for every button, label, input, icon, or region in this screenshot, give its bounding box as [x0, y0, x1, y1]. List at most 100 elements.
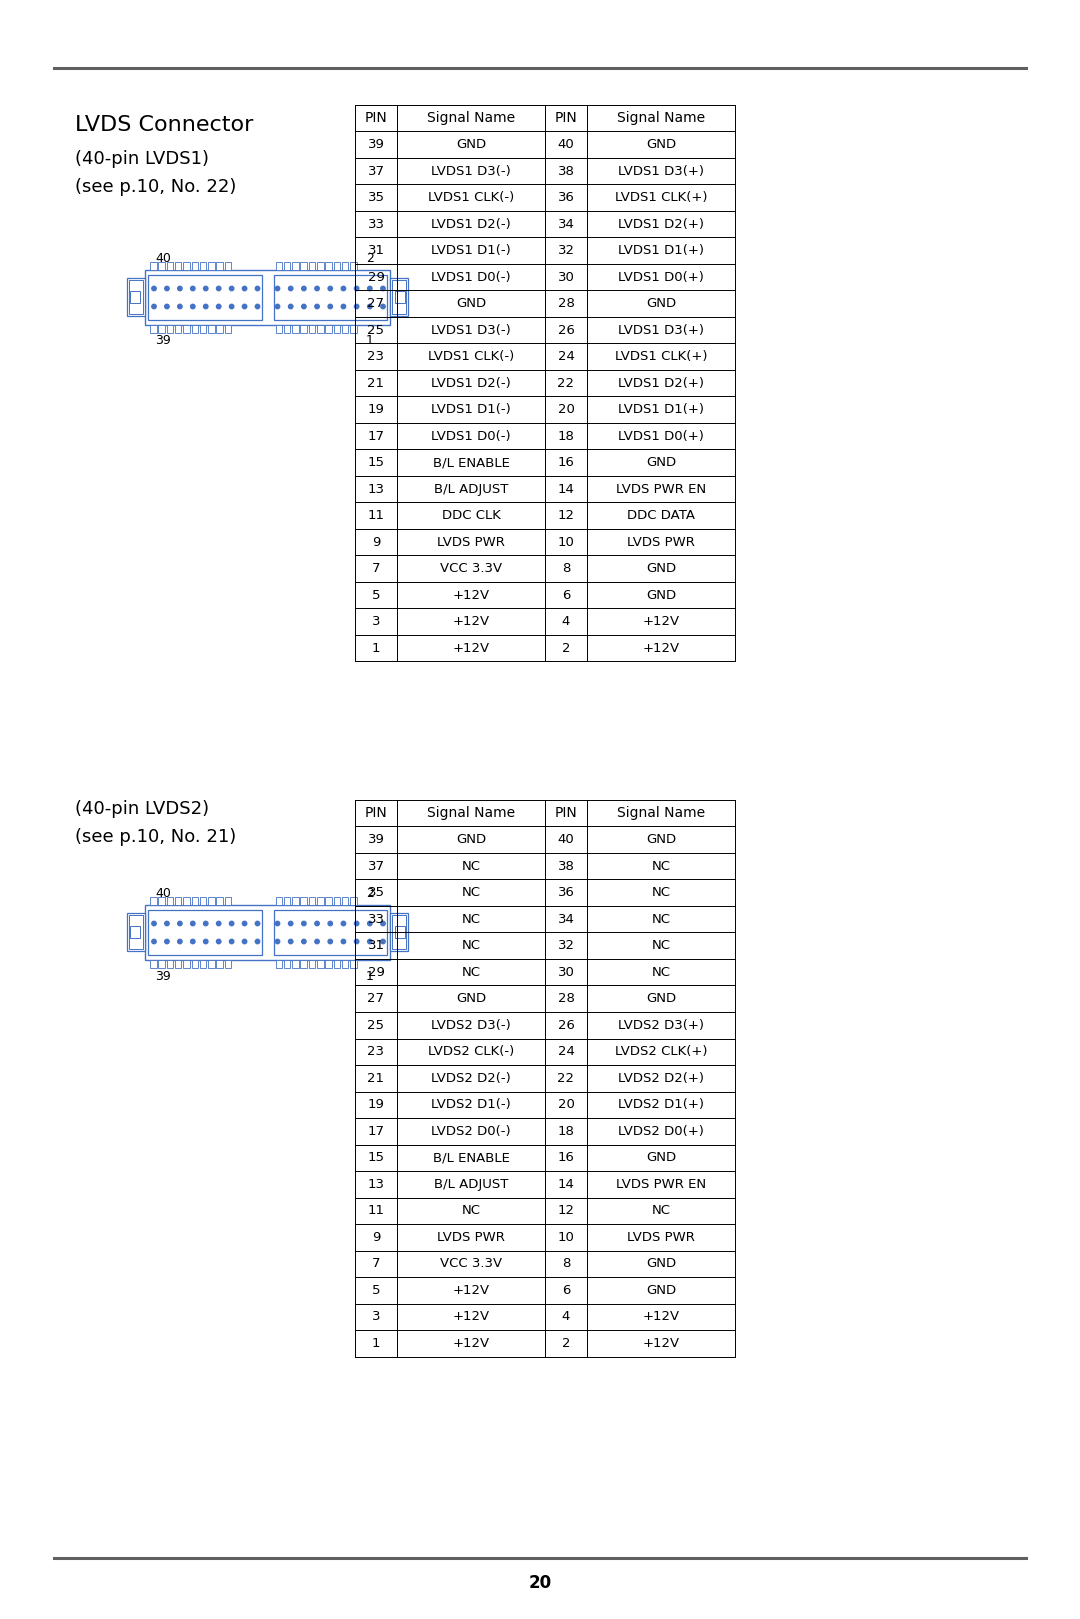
Text: LVDS1 CLK(-): LVDS1 CLK(-): [428, 350, 514, 363]
Text: GND: GND: [646, 992, 676, 1005]
Text: B/L ADJUST: B/L ADJUST: [434, 482, 509, 495]
Text: 30: 30: [557, 270, 575, 283]
Text: 1: 1: [366, 970, 374, 983]
Circle shape: [381, 304, 386, 309]
Text: 32: 32: [557, 939, 575, 952]
Text: NC: NC: [461, 886, 481, 899]
Text: 22: 22: [557, 1072, 575, 1085]
Bar: [355, 105, 735, 662]
Text: 20: 20: [557, 403, 575, 416]
Text: LVDS2 D0(+): LVDS2 D0(+): [618, 1125, 704, 1138]
Text: (40-pin LVDS1): (40-pin LVDS1): [75, 151, 210, 168]
Bar: [200, 262, 206, 270]
Bar: [334, 325, 340, 334]
Circle shape: [165, 287, 170, 291]
Bar: [225, 960, 231, 968]
Circle shape: [367, 287, 372, 291]
Text: 4: 4: [562, 615, 570, 628]
Text: 7: 7: [372, 562, 380, 575]
Circle shape: [242, 921, 246, 926]
Bar: [216, 960, 222, 968]
Circle shape: [315, 939, 320, 944]
Text: 13: 13: [367, 482, 384, 495]
Bar: [325, 262, 332, 270]
Text: LVDS2 CLK(-): LVDS2 CLK(-): [428, 1046, 514, 1059]
Text: 38: 38: [557, 165, 575, 178]
Text: +12V: +12V: [643, 615, 679, 628]
Bar: [342, 325, 349, 334]
Text: +12V: +12V: [453, 1337, 489, 1350]
Bar: [275, 325, 282, 334]
Text: LVDS1 D1(+): LVDS1 D1(+): [618, 244, 704, 257]
Bar: [392, 280, 406, 314]
Bar: [225, 325, 231, 334]
Bar: [208, 897, 215, 905]
Text: LVDS PWR: LVDS PWR: [437, 1230, 505, 1243]
Text: PIN: PIN: [555, 112, 578, 125]
Bar: [275, 960, 282, 968]
Circle shape: [178, 921, 183, 926]
Circle shape: [255, 304, 259, 309]
Circle shape: [216, 287, 221, 291]
Circle shape: [328, 939, 333, 944]
Text: 4: 4: [562, 1310, 570, 1323]
Circle shape: [242, 939, 246, 944]
Circle shape: [367, 939, 372, 944]
Bar: [284, 262, 291, 270]
Text: NC: NC: [461, 939, 481, 952]
Circle shape: [242, 287, 246, 291]
Circle shape: [255, 939, 259, 944]
Circle shape: [178, 304, 183, 309]
Circle shape: [152, 939, 157, 944]
Circle shape: [152, 304, 157, 309]
Bar: [191, 960, 198, 968]
Text: 7: 7: [372, 1258, 380, 1271]
Text: NC: NC: [651, 913, 671, 926]
Circle shape: [190, 304, 195, 309]
Text: 17: 17: [367, 429, 384, 442]
Text: 11: 11: [367, 510, 384, 523]
Bar: [275, 897, 282, 905]
Text: 10: 10: [557, 1230, 575, 1243]
Text: 2: 2: [562, 1337, 570, 1350]
Bar: [159, 325, 165, 334]
Circle shape: [354, 939, 359, 944]
Text: 36: 36: [557, 191, 575, 204]
Bar: [184, 960, 190, 968]
Text: LVDS1 D0(+): LVDS1 D0(+): [618, 429, 704, 442]
Circle shape: [381, 939, 386, 944]
Bar: [184, 897, 190, 905]
Bar: [309, 897, 315, 905]
Circle shape: [367, 304, 372, 309]
Text: LVDS1 D3(-): LVDS1 D3(-): [431, 324, 511, 337]
Text: 34: 34: [557, 913, 575, 926]
Text: 13: 13: [367, 1177, 384, 1190]
Circle shape: [354, 304, 359, 309]
Text: 22: 22: [557, 377, 575, 390]
Text: LVDS1 D3(+): LVDS1 D3(+): [618, 324, 704, 337]
Bar: [225, 262, 231, 270]
Text: NC: NC: [651, 939, 671, 952]
Circle shape: [315, 304, 320, 309]
Text: 27: 27: [367, 298, 384, 311]
Bar: [225, 897, 231, 905]
Bar: [300, 325, 307, 334]
Text: 12: 12: [557, 1205, 575, 1217]
Text: NC: NC: [461, 967, 481, 979]
Circle shape: [328, 287, 333, 291]
Text: 39: 39: [367, 834, 384, 847]
Bar: [292, 262, 298, 270]
Text: 36: 36: [557, 886, 575, 899]
Text: LVDS1 D1(-): LVDS1 D1(-): [431, 244, 511, 257]
Text: GND: GND: [456, 138, 486, 151]
Text: 9: 9: [372, 536, 380, 549]
Text: LVDS1 D2(+): LVDS1 D2(+): [618, 217, 704, 232]
Text: LVDS2 D1(+): LVDS2 D1(+): [618, 1098, 704, 1111]
Circle shape: [275, 921, 280, 926]
Text: +12V: +12V: [643, 1310, 679, 1323]
Bar: [145, 905, 390, 960]
Text: 23: 23: [367, 1046, 384, 1059]
Bar: [275, 262, 282, 270]
Text: B/L ADJUST: B/L ADJUST: [434, 1177, 509, 1190]
Text: LVDS1 D3(+): LVDS1 D3(+): [618, 165, 704, 178]
